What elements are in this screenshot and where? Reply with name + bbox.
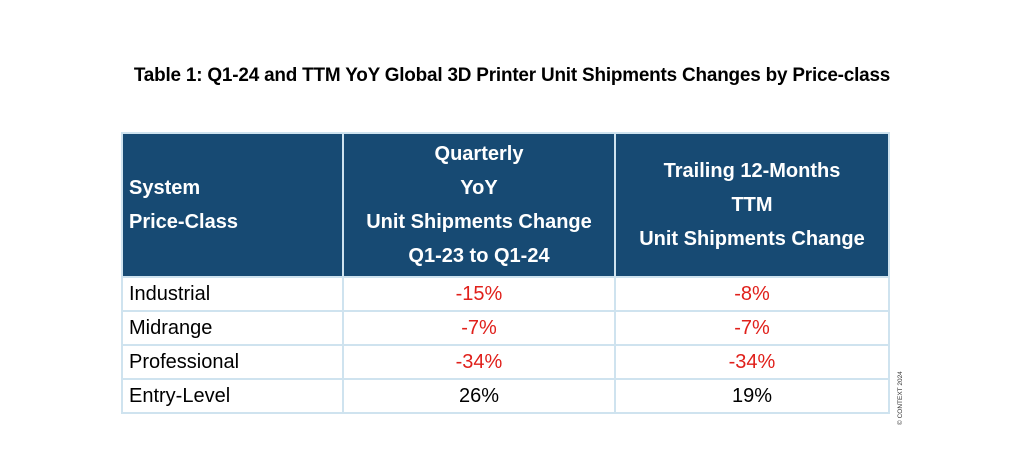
header-line: Price-Class <box>129 211 238 233</box>
header-line: YoY <box>460 177 498 199</box>
header-line: Unit Shipments Change <box>366 211 592 233</box>
table-row: Professional -34% -34% <box>121 344 890 380</box>
quarterly-change-cell: -34% <box>342 344 616 380</box>
table-header-row: System Price-Class Quarterly YoY Unit Sh… <box>121 132 890 278</box>
header-line: Q1-23 to Q1-24 <box>408 245 550 267</box>
ttm-change-cell: -7% <box>614 310 890 346</box>
table-title: Table 1: Q1-24 and TTM YoY Global 3D Pri… <box>133 64 891 86</box>
quarterly-change-cell: -7% <box>342 310 616 346</box>
row-label-cell: Entry-Level <box>121 378 344 414</box>
price-class-table: System Price-Class Quarterly YoY Unit Sh… <box>121 132 890 414</box>
table-row: Industrial -15% -8% <box>121 276 890 312</box>
ttm-change-cell: -8% <box>614 276 890 312</box>
quarterly-change-cell: -15% <box>342 276 616 312</box>
row-label-cell: Industrial <box>121 276 344 312</box>
header-trailing-12-months: Trailing 12-Months TTM Unit Shipments Ch… <box>614 132 890 278</box>
table-row: Midrange -7% -7% <box>121 310 890 346</box>
table-row: Entry-Level 26% 19% <box>121 378 890 414</box>
header-system-price-class: System Price-Class <box>121 132 344 278</box>
quarterly-change-cell: 26% <box>342 378 616 414</box>
copyright-notice: © CONTEXT 2024 <box>897 371 904 425</box>
ttm-change-cell: -34% <box>614 344 890 380</box>
header-line: Trailing 12-Months <box>663 160 841 182</box>
header-quarterly-yoy: Quarterly YoY Unit Shipments Change Q1-2… <box>342 132 616 278</box>
row-label-cell: Midrange <box>121 310 344 346</box>
ttm-change-cell: 19% <box>614 378 890 414</box>
header-line: Unit Shipments Change <box>639 228 865 250</box>
header-line: Quarterly <box>434 143 524 165</box>
row-label-cell: Professional <box>121 344 344 380</box>
header-line: System <box>129 177 201 199</box>
header-line: TTM <box>731 194 773 216</box>
